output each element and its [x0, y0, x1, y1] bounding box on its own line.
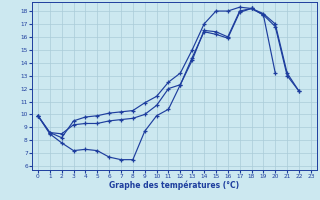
- X-axis label: Graphe des températures (°C): Graphe des températures (°C): [109, 181, 239, 190]
